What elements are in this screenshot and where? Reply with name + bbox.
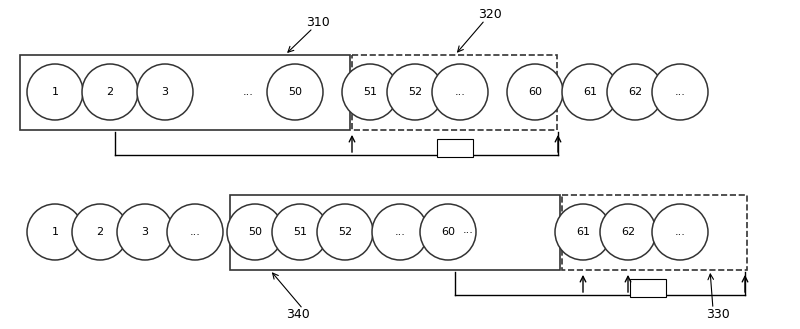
Ellipse shape: [27, 64, 83, 120]
Ellipse shape: [507, 64, 563, 120]
Ellipse shape: [27, 204, 83, 260]
Ellipse shape: [167, 204, 223, 260]
Ellipse shape: [432, 64, 488, 120]
Bar: [230, 195, 560, 270]
Ellipse shape: [607, 64, 663, 120]
Bar: [437, 139, 473, 157]
Ellipse shape: [387, 64, 443, 120]
Text: ...: ...: [454, 87, 466, 97]
Text: ...: ...: [674, 227, 686, 237]
Bar: [20, 55, 350, 130]
Text: 310: 310: [306, 15, 330, 29]
Text: 52: 52: [408, 87, 422, 97]
Text: 50: 50: [288, 87, 302, 97]
Text: 3: 3: [142, 227, 149, 237]
Text: 61: 61: [576, 227, 590, 237]
Ellipse shape: [272, 204, 328, 260]
Text: 60: 60: [528, 87, 542, 97]
Text: 52: 52: [338, 227, 352, 237]
Ellipse shape: [342, 64, 398, 120]
Text: ...: ...: [190, 227, 201, 237]
Ellipse shape: [82, 64, 138, 120]
Text: 62: 62: [621, 227, 635, 237]
Text: 330: 330: [706, 309, 730, 321]
Text: 50: 50: [248, 227, 262, 237]
Ellipse shape: [600, 204, 656, 260]
Bar: [562, 195, 747, 270]
Ellipse shape: [267, 64, 323, 120]
Text: 62: 62: [628, 87, 642, 97]
Text: 1: 1: [51, 227, 58, 237]
Text: 61: 61: [583, 87, 597, 97]
Text: ...: ...: [394, 227, 406, 237]
Text: 3: 3: [162, 87, 169, 97]
Text: ···: ···: [242, 90, 254, 100]
Text: ···: ···: [462, 228, 474, 238]
Text: 1: 1: [51, 87, 58, 97]
Ellipse shape: [317, 204, 373, 260]
Ellipse shape: [420, 204, 476, 260]
Ellipse shape: [227, 204, 283, 260]
Text: 320: 320: [478, 8, 502, 20]
Text: 340: 340: [286, 309, 310, 321]
Text: 2: 2: [97, 227, 103, 237]
Ellipse shape: [652, 204, 708, 260]
Text: ...: ...: [674, 87, 686, 97]
Bar: [352, 55, 557, 130]
Text: 2: 2: [106, 87, 114, 97]
Ellipse shape: [72, 204, 128, 260]
Ellipse shape: [137, 64, 193, 120]
Ellipse shape: [555, 204, 611, 260]
Ellipse shape: [562, 64, 618, 120]
Bar: [630, 279, 666, 297]
Text: 60: 60: [441, 227, 455, 237]
Ellipse shape: [652, 64, 708, 120]
Text: 51: 51: [363, 87, 377, 97]
Ellipse shape: [372, 204, 428, 260]
Text: 51: 51: [293, 227, 307, 237]
Ellipse shape: [117, 204, 173, 260]
